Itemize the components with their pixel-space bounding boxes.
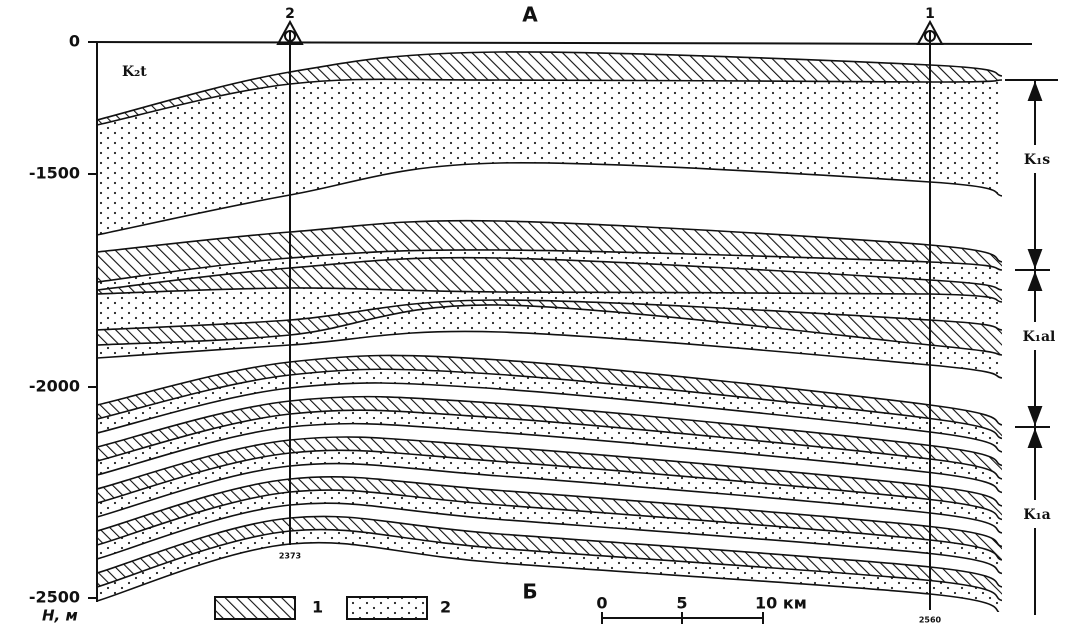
formation-label: K₂t xyxy=(122,64,147,80)
well-number: 2 xyxy=(285,6,295,22)
tick-label: 0 xyxy=(69,32,80,51)
scale-label: 5 xyxy=(676,594,687,613)
scale-label: 0 xyxy=(596,594,607,613)
tick-label: -2000 xyxy=(29,377,80,396)
legend-swatch xyxy=(215,597,295,619)
legend-label: 2 xyxy=(440,598,451,617)
legend-label: 1 xyxy=(312,598,323,617)
formation-label: K₁s xyxy=(1024,152,1050,168)
well-depth: 2373 xyxy=(279,552,301,561)
tick-label: -2500 xyxy=(29,588,80,607)
scale-label: 10 км xyxy=(755,594,807,613)
well-depth: 2560 xyxy=(919,616,942,625)
section-diagram: 0 -1500 -2000 -2500 H, м А Б K₂t 2 1 237… xyxy=(0,0,1075,627)
formation-label: K₁a xyxy=(1023,507,1050,523)
axis-ticks xyxy=(88,42,97,598)
section-end: Б xyxy=(522,580,537,604)
scale-bar xyxy=(602,612,763,624)
axis-label: H, м xyxy=(42,607,78,625)
section-start: А xyxy=(522,3,538,27)
tick-label: -1500 xyxy=(29,164,80,183)
surface-line xyxy=(90,42,1032,44)
legend-swatch xyxy=(347,597,427,619)
layers xyxy=(97,52,1002,614)
formation-label: K₁al xyxy=(1023,329,1056,345)
well-number: 1 xyxy=(925,6,935,22)
